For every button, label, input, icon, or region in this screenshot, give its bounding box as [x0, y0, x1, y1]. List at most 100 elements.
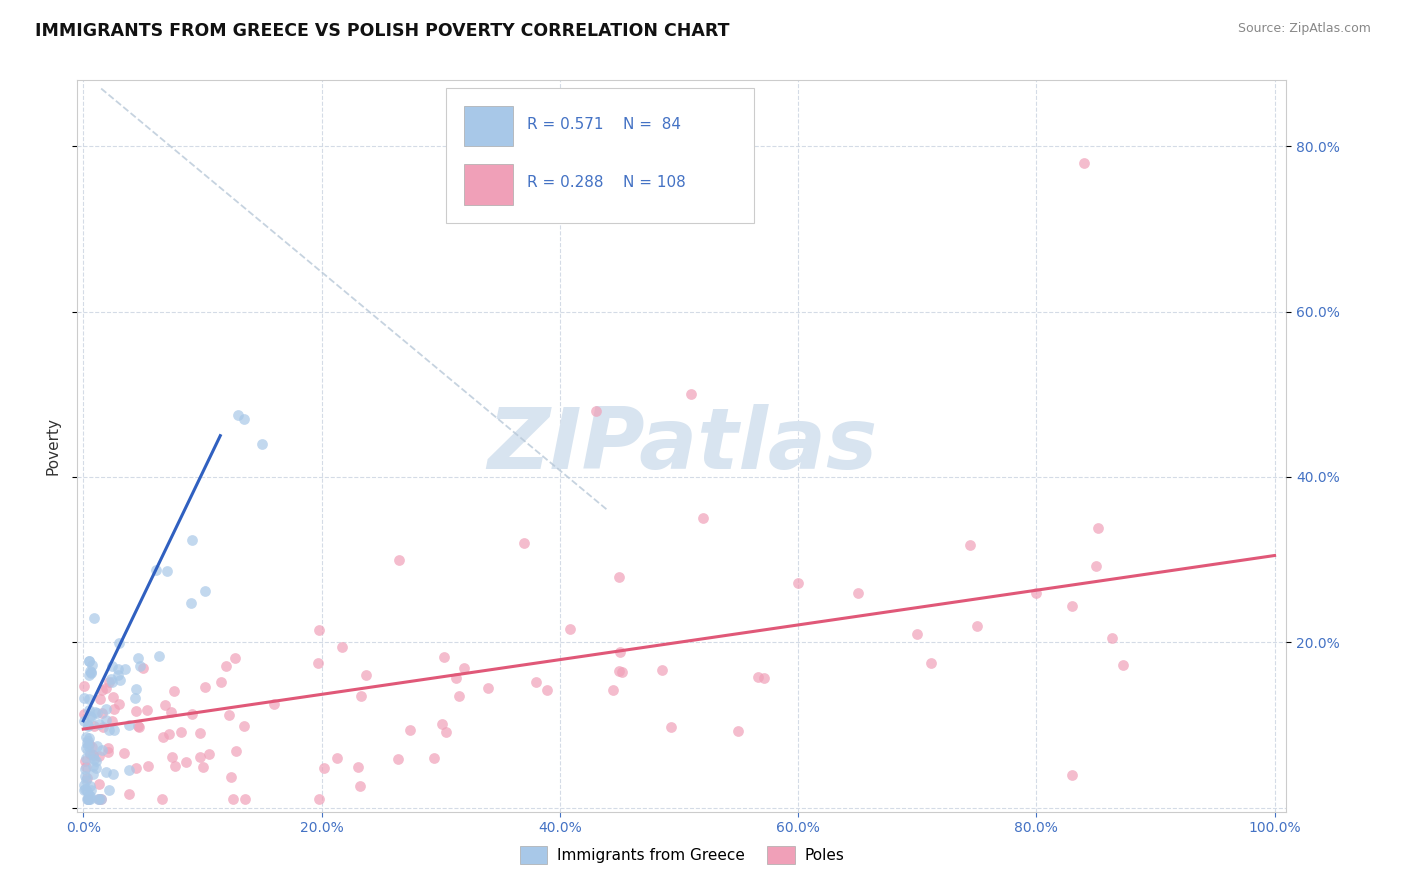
Point: [209, 675, 232, 690]
Point: [354, 668, 377, 682]
Point: [100, 672, 122, 686]
Point: [97, 782, 120, 797]
Point: [90, 792, 112, 806]
Point: [430, 717, 453, 731]
Point: [477, 681, 499, 695]
Point: [150, 792, 173, 806]
Point: [84, 761, 107, 775]
Point: [84, 754, 107, 768]
Point: [107, 662, 129, 676]
Point: [350, 690, 373, 704]
Point: [100, 714, 122, 728]
Point: [108, 636, 131, 650]
Point: [77, 792, 100, 806]
Point: [157, 726, 180, 740]
Point: [82, 759, 104, 773]
Y-axis label: Poverty: Poverty: [45, 417, 60, 475]
Point: [75, 782, 97, 797]
Point: [1060, 599, 1083, 614]
Point: [449, 689, 471, 703]
Point: [609, 570, 631, 584]
Point: [73, 706, 96, 721]
Point: [423, 751, 446, 765]
Point: [75, 762, 97, 776]
Point: [79, 745, 101, 759]
Point: [1101, 631, 1123, 645]
Point: [602, 682, 624, 697]
Point: [108, 697, 131, 711]
Point: [152, 730, 174, 744]
Point: [188, 726, 211, 740]
Point: [79, 792, 101, 806]
Point: [124, 690, 146, 705]
Point: [162, 684, 184, 698]
Point: [349, 779, 371, 793]
Point: [225, 744, 247, 758]
Point: [97, 675, 120, 690]
Point: [215, 659, 238, 673]
Point: [79, 731, 101, 745]
Point: [91, 743, 114, 757]
Point: [233, 792, 256, 806]
Point: [233, 719, 256, 733]
Point: [103, 701, 125, 715]
Point: [77, 718, 100, 732]
Point: [79, 779, 101, 793]
Point: [103, 723, 125, 738]
Point: [1087, 521, 1109, 535]
Point: [145, 563, 167, 577]
Point: [89, 777, 111, 791]
Point: [679, 387, 702, 401]
Point: [83, 611, 105, 625]
Point: [79, 737, 101, 751]
Point: [191, 760, 214, 774]
Point: [905, 627, 928, 641]
Point: [75, 730, 97, 744]
Point: [181, 533, 204, 548]
Point: [77, 654, 100, 668]
Point: [76, 734, 98, 748]
Point: [76, 784, 98, 798]
Point: [80, 665, 103, 680]
Point: [325, 751, 347, 765]
Point: [73, 691, 96, 706]
Point: [330, 640, 353, 654]
Point: [346, 760, 368, 774]
Point: [79, 703, 101, 717]
Point: [307, 656, 329, 670]
Point: [263, 698, 285, 712]
Point: [73, 754, 96, 768]
Point: [107, 667, 129, 681]
Point: [80, 710, 103, 724]
Point: [77, 654, 100, 668]
Point: [82, 747, 104, 762]
Point: [77, 692, 100, 706]
Point: [97, 723, 120, 737]
Point: [79, 665, 101, 679]
Point: [86, 739, 108, 753]
Point: [89, 792, 111, 806]
Point: [959, 538, 981, 552]
Point: [124, 681, 146, 696]
Point: [91, 683, 114, 698]
Point: [787, 575, 810, 590]
Point: [250, 437, 273, 451]
Point: [659, 720, 682, 734]
Point: [179, 596, 201, 610]
Point: [221, 770, 243, 784]
Point: [77, 788, 100, 802]
Point: [1073, 156, 1095, 170]
Point: [128, 720, 150, 734]
Point: [79, 747, 101, 761]
Text: IMMIGRANTS FROM GREECE VS POLISH POVERTY CORRELATION CHART: IMMIGRANTS FROM GREECE VS POLISH POVERTY…: [35, 22, 730, 40]
Point: [155, 698, 177, 713]
Text: R = 0.288    N = 108: R = 0.288 N = 108: [527, 175, 686, 190]
Point: [112, 746, 135, 760]
Point: [921, 656, 943, 670]
Point: [89, 692, 111, 706]
Point: [114, 662, 136, 676]
Point: [129, 659, 152, 673]
Point: [97, 741, 120, 756]
Point: [226, 408, 249, 422]
Point: [87, 792, 110, 806]
